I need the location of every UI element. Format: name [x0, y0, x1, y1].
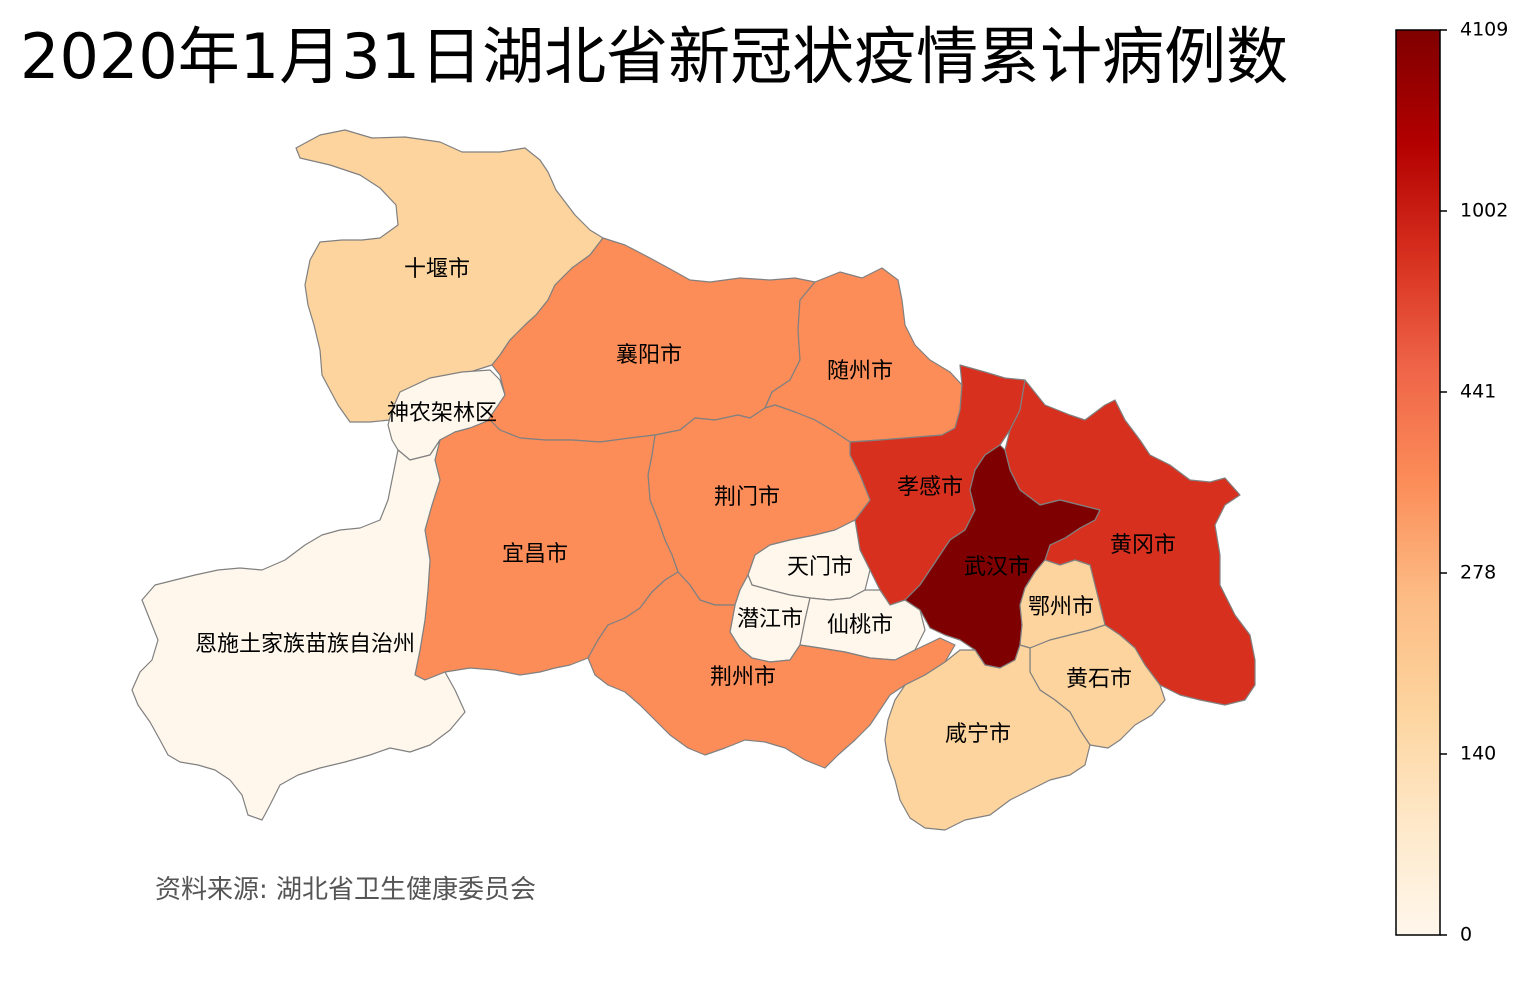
colorbar-gradient: [1395, 29, 1441, 936]
region-enshi[interactable]: [131, 439, 466, 821]
colorbar-tick-label: 278: [1460, 562, 1496, 584]
label-wuhan: 武汉市: [964, 555, 1030, 580]
label-xianning: 咸宁市: [945, 722, 1011, 747]
region-jingzhou[interactable]: [587, 571, 956, 769]
map-title: 2020年1月31日湖北省新冠状疫情累计病例数: [20, 20, 1288, 93]
label-enshi: 恩施土家族苗族自治州: [195, 632, 415, 657]
colorbar-tick-label: 0: [1460, 924, 1472, 946]
label-shiyan: 十堰市: [404, 257, 470, 282]
label-huangshi: 黄石市: [1066, 667, 1132, 692]
label-qianjiang: 潜江市: [737, 607, 803, 632]
colorbar-ticks: 4109 1002 441 278 140 0: [1440, 19, 1508, 946]
label-layer: 十堰市 襄阳市 随州市 神农架林区 孝感市 黄冈市 荆门市 宜昌市 武汉市 天门…: [195, 257, 1176, 747]
label-xiangyang: 襄阳市: [616, 343, 682, 368]
label-huanggang: 黄冈市: [1110, 533, 1176, 558]
label-tianmen: 天门市: [787, 555, 853, 580]
label-jingmen: 荆门市: [714, 485, 780, 510]
region-layer: [131, 129, 1256, 831]
colorbar: 4109 1002 441 278 140 0: [1395, 19, 1508, 946]
label-jingzhou: 荆州市: [710, 665, 776, 690]
label-suizhou: 随州市: [827, 359, 893, 384]
label-xiantao: 仙桃市: [827, 613, 893, 638]
colorbar-tick-label: 1002: [1460, 200, 1508, 222]
label-ezhou: 鄂州市: [1028, 595, 1094, 620]
colorbar-tick-label: 4109: [1460, 19, 1508, 41]
region-xianning[interactable]: [884, 644, 1091, 831]
label-yichang: 宜昌市: [502, 542, 568, 567]
colorbar-tick-label: 441: [1460, 381, 1496, 403]
label-shennongjia: 神农架林区: [387, 401, 497, 426]
source-note: 资料来源: 湖北省卫生健康委员会: [155, 875, 536, 905]
label-xiaogan: 孝感市: [897, 475, 963, 500]
colorbar-tick-label: 140: [1460, 743, 1496, 765]
